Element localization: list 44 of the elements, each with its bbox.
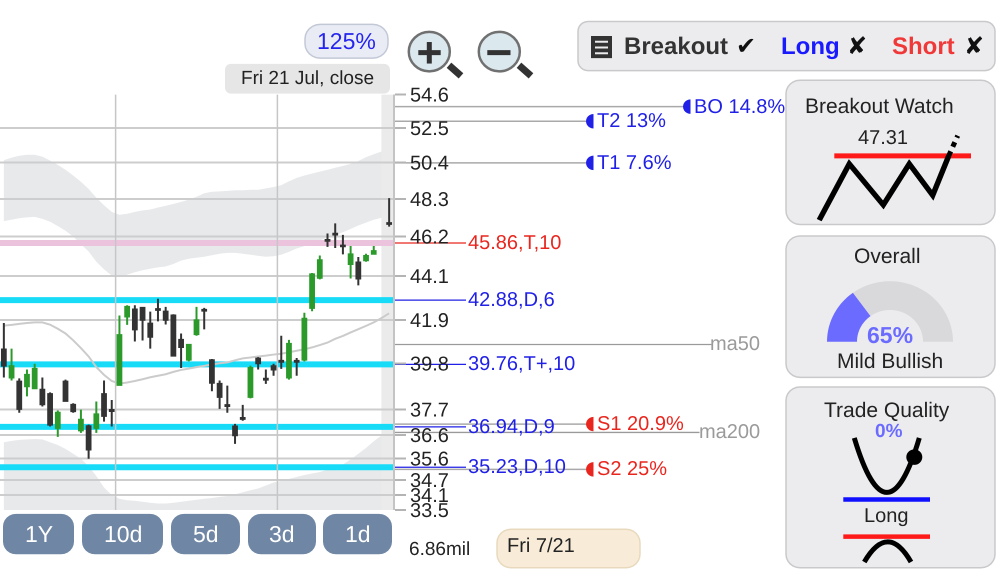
text: Fri 7/21 [507, 535, 575, 557]
ref-line-label: 35.23,D,10 [468, 456, 566, 478]
text: Fri 21 Jul, close [241, 68, 374, 89]
text: 125% [317, 28, 376, 54]
text: ✘ [964, 33, 984, 60]
text: ✔ [736, 33, 756, 60]
text: 47.31 [858, 127, 908, 149]
text: Short [892, 33, 955, 60]
text: S1 20.9% [597, 413, 684, 435]
ref-line-label: 45.86,T,10 [468, 232, 562, 254]
text: 5d [193, 521, 219, 547]
y-tick-label: 37.7 [410, 400, 449, 422]
y-tick-label: 52.5 [410, 118, 449, 140]
y-tick-label: 54.6 [410, 84, 449, 107]
ref-line-label: ma50 [710, 333, 760, 355]
ref-line-label: 39.76,T+,10 [468, 353, 576, 375]
text: S2 25% [597, 458, 668, 480]
text: 1d [345, 521, 371, 547]
y-tick-label: 35.6 [410, 448, 449, 470]
ref-line-label: 36.94,D,9 [468, 416, 555, 438]
text: Long [781, 33, 840, 60]
text: 3d [269, 521, 295, 547]
text: 6.86mil [409, 539, 470, 560]
text: Breakout [624, 33, 728, 60]
y-tick-label: 50.4 [410, 152, 449, 175]
text: Breakout Watch [805, 95, 954, 118]
text: 65% [867, 322, 914, 348]
y-tick-label: 44.1 [410, 266, 449, 288]
ref-line-label: ma200 [699, 421, 760, 443]
text: 1Y [25, 521, 54, 547]
text: Long [864, 505, 908, 527]
y-tick-label: 41.9 [410, 310, 449, 332]
text: Mild Bullish [837, 350, 944, 373]
text: BO 14.8% [694, 96, 786, 118]
ref-line-label: 42.88,D,6 [468, 289, 555, 311]
text: T2 13% [597, 110, 666, 132]
text: Trade Quality [824, 399, 950, 422]
text: 10d [104, 521, 142, 547]
y-tick-label: 36.6 [410, 424, 449, 447]
text: ✘ [847, 33, 868, 60]
chart-title: Overall [854, 245, 921, 268]
text: 0% [875, 421, 903, 442]
text: T1 7.6% [597, 152, 672, 174]
y-tick-label: 48.3 [410, 188, 449, 211]
